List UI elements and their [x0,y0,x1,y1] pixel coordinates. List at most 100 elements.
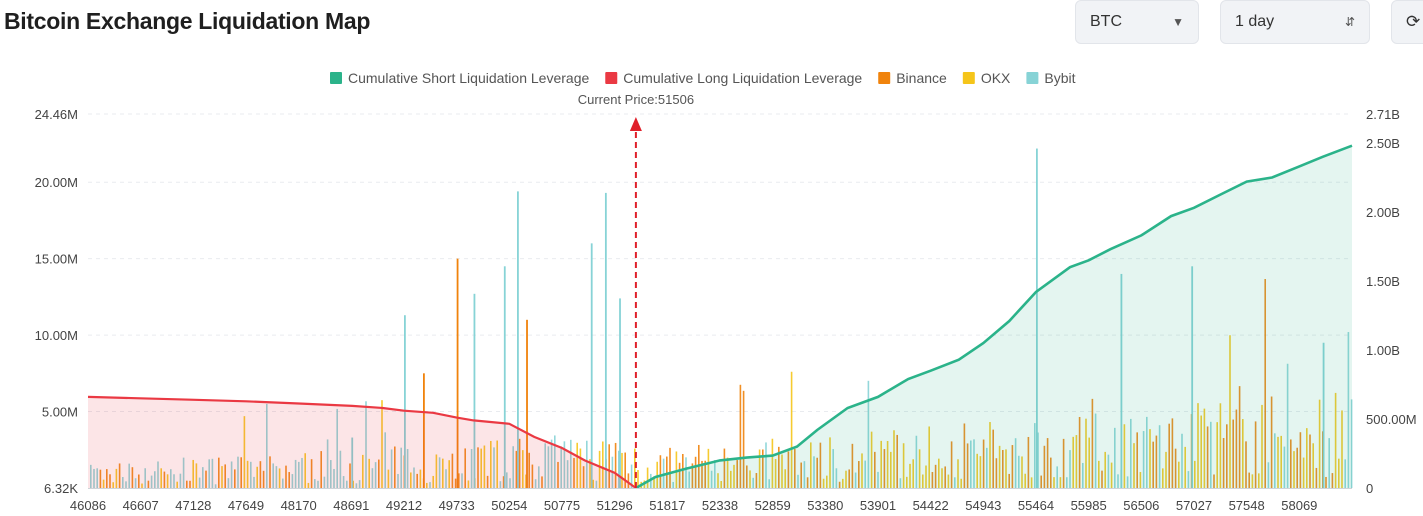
liquidation-bar [659,455,662,488]
liquidation-bar [1344,459,1346,488]
liquidation-bar [93,468,95,488]
liquidation-bar [717,473,719,488]
liquidation-bar [691,463,694,488]
liquidation-bar [685,457,687,488]
liquidation-bar [99,469,102,488]
x-tick-label: 52338 [702,498,738,513]
legend-label: Binance [896,70,947,86]
liquidation-bar [896,434,898,488]
liquidation-bar [883,449,886,488]
liquidation-bar [1075,435,1078,488]
liquidation-bar [870,431,873,488]
x-tick-label: 48691 [333,498,369,513]
liquidation-bar [317,480,319,488]
liquidation-bar [1194,460,1196,488]
y-right-tick-label: 1.50B [1366,274,1400,289]
liquidation-bar [701,460,703,488]
liquidation-bar [179,473,182,488]
liquidation-bar [371,468,374,488]
liquidation-bar [534,479,537,488]
liquidation-bar [518,438,521,488]
liquidation-bar [1030,477,1033,488]
liquidation-bar [784,469,786,488]
liquidation-bar [954,477,956,488]
liquidation-bar [774,459,777,488]
refresh-button[interactable]: ⟳ [1391,0,1423,44]
liquidation-bar [1274,433,1276,488]
liquidation-bar [1021,456,1023,488]
liquidation-bar [291,474,294,488]
liquidation-bar [358,480,361,488]
liquidation-bar [653,476,655,488]
liquidation-bar [941,468,943,488]
liquidation-bar [1146,416,1148,488]
liquidation-bar [1018,455,1020,488]
liquidation-bar [323,476,326,488]
liquidation-bar [1165,451,1167,488]
x-tick-label: 57548 [1229,498,1265,513]
liquidation-bar [1347,332,1350,488]
liquidation-bar [381,400,383,488]
liquidation-bar [1296,447,1298,488]
liquidation-bar [154,471,156,488]
liquidation-bar [304,453,306,488]
liquidation-bar [538,466,540,488]
liquidation-bar [669,447,671,488]
liquidation-bar [944,466,946,488]
liquidation-bar [816,457,818,488]
liquidation-bar [346,480,348,488]
x-tick-label: 49212 [386,498,422,513]
liquidation-bar [1091,398,1094,488]
up-down-chevron-icon: ⇵ [1344,15,1355,29]
liquidation-bar [854,472,857,488]
liquidation-bar [1107,454,1110,488]
liquidation-bar [787,451,790,488]
liquidation-bar [1322,342,1325,488]
liquidation-bar [163,471,166,488]
liquidation-bar [627,473,630,488]
legend-label: Bybit [1044,70,1075,86]
liquidation-bar [432,475,434,488]
legend-swatch [605,72,618,84]
liquidation-bar [1139,472,1142,488]
liquidation-bar [272,463,274,488]
liquidation-bar [102,479,105,488]
liquidation-bar [1066,477,1068,488]
liquidation-bar [1187,471,1190,488]
liquidation-bar [906,476,908,488]
liquidation-bar [134,478,137,488]
liquidation-bar [707,448,710,488]
liquidation-bar [406,449,409,488]
liquidation-bar [1037,432,1039,488]
liquidation-bar [1136,432,1138,488]
liquidation-bar [150,475,153,488]
liquidation-bar [419,469,422,488]
time-range-value: 1 day [1235,13,1275,30]
y-right-tick-label: 1.00B [1366,343,1400,358]
liquidation-bar [736,460,738,488]
liquidation-bar [461,473,463,488]
x-tick-label: 55464 [1018,498,1054,513]
liquidation-bar [330,460,332,488]
liquidation-bar [336,408,338,488]
liquidation-bar [934,464,937,488]
y-right-tick-label: 500.00M [1366,412,1417,427]
liquidation-bar [579,448,582,488]
liquidation-bar [931,472,934,488]
liquidation-bar [112,482,114,488]
liquidation-bar [355,483,358,488]
liquidation-bar [646,467,649,488]
liquidation-bar [678,462,681,488]
liquidation-bar [899,478,902,488]
liquidation-bar [256,466,258,488]
liquidation-bar [1267,462,1270,488]
liquidation-bar [694,456,697,488]
liquidation-bar [339,450,342,488]
liquidation-bar [595,480,598,488]
time-range-select[interactable]: 1 day ⇵ [1220,0,1370,44]
coin-select[interactable]: BTC ▼ [1075,0,1199,44]
liquidation-bar [1117,474,1119,488]
liquidation-bar [1034,423,1036,488]
liquidation-bar [1053,477,1055,488]
liquidation-bar [979,456,982,488]
